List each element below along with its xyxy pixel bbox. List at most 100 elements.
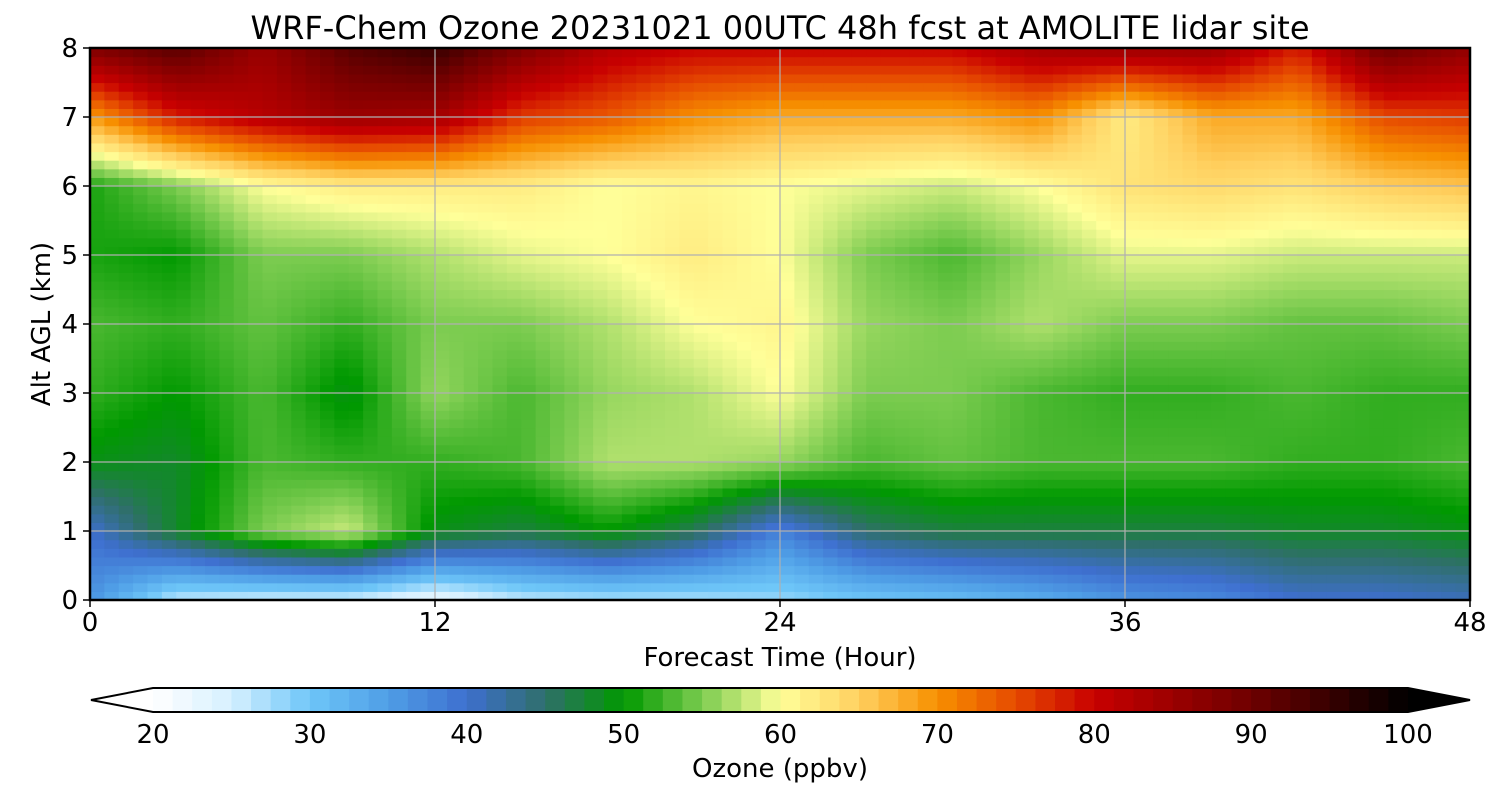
heatmap-cell xyxy=(938,375,954,385)
heatmap-cell xyxy=(233,280,249,291)
heatmap-cell xyxy=(895,375,910,385)
heatmap-cell xyxy=(233,289,249,299)
heatmap-cell xyxy=(377,177,393,187)
heatmap-cell xyxy=(420,384,436,394)
heatmap-cell xyxy=(334,315,350,325)
heatmap-cell xyxy=(708,134,724,144)
heatmap-cell xyxy=(823,487,839,498)
heatmap-cell xyxy=(679,393,695,403)
heatmap-cell xyxy=(334,194,350,204)
heatmap-cell xyxy=(506,556,522,567)
heatmap-cell xyxy=(1081,556,1097,567)
heatmap-cell xyxy=(104,574,120,584)
heatmap-cell xyxy=(320,418,335,429)
heatmap-cell xyxy=(363,194,379,204)
heatmap-cell xyxy=(205,358,220,368)
heatmap-cell xyxy=(320,56,335,66)
heatmap-cell xyxy=(966,487,982,498)
heatmap-cell xyxy=(1038,462,1054,472)
heatmap-cell xyxy=(736,134,752,144)
heatmap-cell xyxy=(1168,108,1184,118)
heatmap-cell xyxy=(463,220,479,230)
heatmap-cell xyxy=(1081,289,1097,299)
heatmap-cell xyxy=(506,186,522,196)
heatmap-cell xyxy=(593,556,609,567)
heatmap-cell xyxy=(506,436,522,446)
heatmap-cell xyxy=(147,91,163,101)
heatmap-cell xyxy=(305,548,321,558)
heatmap-cell xyxy=(1196,229,1212,239)
heatmap-cell xyxy=(1182,289,1198,299)
heatmap-cell xyxy=(248,48,264,58)
heatmap-cell xyxy=(1182,134,1198,144)
heatmap-cell xyxy=(90,358,105,368)
heatmap-cell xyxy=(463,99,479,109)
heatmap-cell xyxy=(923,496,939,506)
heatmap-cell xyxy=(205,349,220,360)
heatmap-cell xyxy=(104,487,120,498)
heatmap-cell xyxy=(1038,306,1054,316)
heatmap-cell xyxy=(808,56,824,66)
heatmap-cell xyxy=(1053,306,1069,316)
heatmap-cell xyxy=(391,418,407,429)
heatmap-cell xyxy=(219,531,235,541)
heatmap-cell xyxy=(823,151,839,161)
heatmap-cell xyxy=(1168,125,1184,135)
heatmap-cell xyxy=(348,453,364,463)
heatmap-cell xyxy=(1096,315,1112,325)
heatmap-cell xyxy=(463,324,479,334)
heatmap-cell xyxy=(176,375,192,385)
heatmap-cell xyxy=(1110,556,1126,567)
heatmap-cell xyxy=(363,48,379,58)
heatmap-cell xyxy=(593,186,609,196)
heatmap-cell xyxy=(995,427,1011,437)
heatmap-cell xyxy=(1096,255,1112,265)
heatmap-cell xyxy=(391,246,407,256)
heatmap-cell xyxy=(535,91,551,101)
heatmap-cell xyxy=(205,306,220,316)
heatmap-cell xyxy=(650,513,666,523)
heatmap-cell xyxy=(1168,82,1184,92)
heatmap-cell xyxy=(808,125,824,135)
heatmap-cell xyxy=(1096,384,1112,394)
heatmap-cell xyxy=(377,108,393,118)
heatmap-cell xyxy=(722,324,738,334)
heatmap-cell xyxy=(492,246,508,256)
heatmap-cell xyxy=(780,117,795,127)
heatmap-cell xyxy=(276,462,292,472)
heatmap-cell xyxy=(1182,177,1198,187)
heatmap-cell xyxy=(607,211,623,222)
heatmap-cell xyxy=(808,591,824,601)
heatmap-cell xyxy=(722,272,738,282)
heatmap-cell xyxy=(693,186,709,196)
heatmap-cell xyxy=(722,168,738,178)
heatmap-cell xyxy=(1053,393,1069,403)
heatmap-cell xyxy=(1153,384,1169,394)
heatmap-cell xyxy=(607,349,623,360)
heatmap-cell xyxy=(650,142,666,153)
heatmap-cell xyxy=(1024,470,1040,480)
heatmap-cell xyxy=(492,401,508,411)
heatmap-cell xyxy=(607,470,623,480)
heatmap-cell xyxy=(161,393,177,403)
heatmap-cell xyxy=(1125,289,1140,299)
heatmap-cell xyxy=(492,272,508,282)
heatmap-cell xyxy=(1081,358,1097,368)
heatmap-cell xyxy=(104,496,120,506)
heatmap-cell xyxy=(176,48,192,58)
heatmap-cell xyxy=(995,444,1011,454)
heatmap-cell xyxy=(205,341,220,351)
heatmap-cell xyxy=(895,582,910,592)
heatmap-cell xyxy=(650,582,666,592)
heatmap-cell xyxy=(147,487,163,498)
heatmap-cell xyxy=(966,73,982,84)
heatmap-cell xyxy=(636,134,652,144)
heatmap-cell xyxy=(981,65,997,75)
heatmap-cell xyxy=(808,168,824,178)
heatmap-cell xyxy=(104,142,120,153)
heatmap-cell xyxy=(435,436,450,446)
heatmap-cell xyxy=(708,99,724,109)
heatmap-cell xyxy=(90,99,105,109)
heatmap-cell xyxy=(995,349,1011,360)
heatmap-cell xyxy=(837,375,853,385)
